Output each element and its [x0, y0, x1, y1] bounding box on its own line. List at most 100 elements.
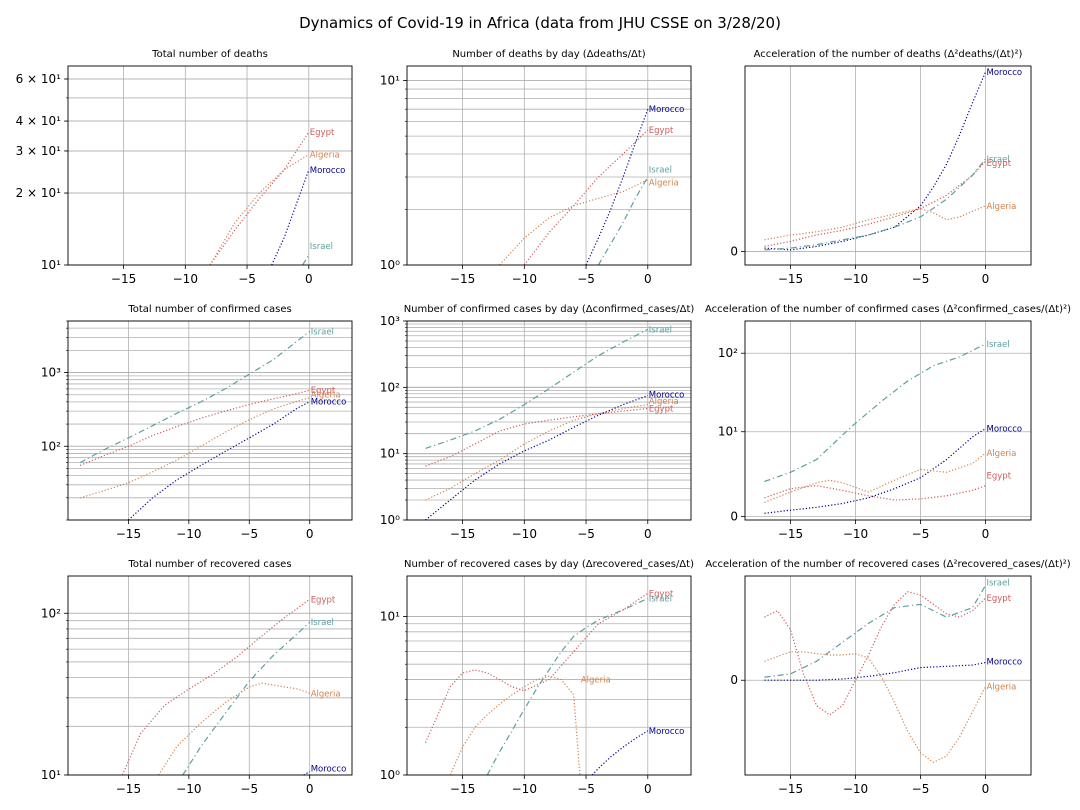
series-line-algeria: [499, 179, 649, 265]
x-tick-label: −10: [843, 272, 868, 286]
plot-frame: [67, 65, 353, 266]
series-line-morocco: [591, 730, 649, 775]
y-tick-label: 0: [730, 673, 738, 687]
x-tick-label: −5: [577, 272, 595, 286]
series-line-egypt: [121, 598, 311, 775]
subplot-title: Acceleration of the number of recovered …: [705, 559, 1070, 570]
subplot-2: Number of deaths by day (Δdeaths/Δt) 10⁰ 1…: [380, 49, 692, 286]
series-label-egypt: Egypt: [987, 594, 1012, 604]
plot-frame: [67, 575, 353, 776]
series-line-israel: [597, 176, 649, 265]
series-line-egypt: [424, 592, 649, 743]
series-label-morocco: Morocco: [987, 425, 1023, 435]
subplot-title: Total number of deaths: [151, 49, 268, 60]
subplot-4: Total number of confirmed cases 10² 10³ −15…: [41, 304, 353, 541]
subplot-title: Total number of recovered cases: [127, 559, 291, 570]
series-label-israel: Israel: [311, 618, 334, 628]
series-label-israel: Israel: [987, 155, 1010, 165]
y-tick-label: 10¹: [380, 74, 400, 88]
x-tick-label: −10: [512, 782, 537, 796]
series-line-egypt: [764, 591, 986, 716]
series-label-egypt: Egypt: [649, 589, 674, 599]
series-line-morocco: [425, 395, 649, 520]
subplot-5: Number of confirmed cases by day (Δconfi…: [380, 304, 694, 541]
series-line-egypt: [523, 129, 649, 265]
x-tick-label: −15: [450, 272, 475, 286]
x-tick-label: −15: [116, 782, 141, 796]
series-label-morocco: Morocco: [310, 166, 346, 176]
series-line-algeria: [764, 452, 986, 503]
x-tick-label: 0: [982, 782, 990, 796]
x-tick-label: −5: [238, 272, 256, 286]
series-label-morocco: Morocco: [311, 398, 347, 408]
x-tick-label: −15: [116, 527, 141, 541]
series-label-egypt: Egypt: [311, 386, 336, 396]
series-line-israel: [764, 585, 987, 678]
series-line-algeria: [209, 153, 310, 265]
series-line-morocco: [764, 661, 986, 681]
plot-frame: [744, 575, 1032, 776]
y-tick-label: 10³: [380, 314, 400, 328]
plot-frame: [67, 320, 353, 521]
series-label-morocco: Morocco: [987, 68, 1023, 78]
y-tick-label: 10²: [41, 439, 61, 453]
series-line-morocco: [585, 108, 649, 265]
subplot-1: Total number of deaths 10¹ 2 × 10¹ 3 × 10¹ 4…: [16, 49, 353, 286]
x-tick-label: −5: [577, 527, 595, 541]
y-tick-label: 4 × 10¹: [16, 114, 62, 128]
subplot-3: Acceleration of the number of deaths (Δ²…: [730, 49, 1032, 286]
subplot-title: Total number of confirmed cases: [127, 304, 291, 315]
x-tick-label: −10: [173, 272, 198, 286]
series-line-algeria: [425, 404, 648, 501]
subplot-7: Total number of recovered cases 10¹ 10² −15…: [41, 559, 353, 796]
x-tick-label: −15: [778, 272, 803, 286]
x-tick-label: 0: [305, 272, 313, 286]
x-tick-label: −10: [176, 527, 201, 541]
series-label-morocco: Morocco: [649, 105, 685, 115]
figure-title: Dynamics of Covid-19 in Africa (data fro…: [299, 14, 781, 32]
series-label-algeria: Algeria: [987, 683, 1017, 693]
x-tick-label: 0: [982, 527, 990, 541]
series-label-israel: Israel: [987, 578, 1010, 588]
series-line-morocco: [127, 401, 310, 520]
plot-frame: [744, 320, 1032, 521]
y-tick-label: 0: [730, 510, 738, 524]
series-label-morocco: Morocco: [649, 390, 685, 400]
subplot-title: Number of deaths by day (Δdeaths/Δt): [452, 49, 645, 60]
plot-frame: [406, 575, 692, 776]
x-tick-label: −5: [240, 527, 258, 541]
y-tick-label: 10¹: [380, 447, 400, 461]
series-label-algeria: Algeria: [311, 391, 341, 401]
plot-frame: [406, 65, 692, 266]
series-line-egypt: [425, 407, 648, 467]
subplot-9: Acceleration of the number of recovered …: [705, 559, 1070, 796]
series-label-algeria: Algeria: [310, 150, 340, 160]
x-tick-label: 0: [306, 782, 314, 796]
y-tick-label: 10³: [41, 366, 61, 380]
series-label-israel: Israel: [649, 325, 672, 335]
series-label-israel: Israel: [987, 340, 1010, 350]
x-tick-label: −15: [778, 782, 803, 796]
x-tick-label: 0: [644, 527, 652, 541]
x-tick-label: 0: [644, 782, 652, 796]
x-tick-label: −5: [912, 272, 930, 286]
series-line-morocco: [303, 771, 310, 775]
y-tick-label: 10¹: [41, 258, 61, 272]
x-tick-label: −10: [843, 782, 868, 796]
x-tick-label: −5: [240, 782, 258, 796]
series-label-egypt: Egypt: [987, 159, 1012, 169]
y-tick-label: 10⁰: [380, 258, 400, 272]
series-label-algeria: Algeria: [649, 397, 679, 407]
series-line-algeria: [764, 205, 986, 241]
series-line-israel: [425, 328, 649, 449]
subplot-title: Number of confirmed cases by day (Δconfi…: [404, 304, 695, 315]
x-tick-label: −10: [512, 272, 537, 286]
subplot-title: Acceleration of the number of confirmed …: [705, 304, 1071, 315]
y-tick-label: 10¹: [380, 609, 400, 623]
series-line-morocco: [764, 71, 987, 251]
x-tick-label: −10: [176, 782, 201, 796]
series-label-egypt: Egypt: [311, 595, 336, 605]
series-label-morocco: Morocco: [311, 764, 347, 774]
y-tick-label: 10¹: [41, 768, 61, 782]
series-label-egypt: Egypt: [649, 404, 674, 414]
